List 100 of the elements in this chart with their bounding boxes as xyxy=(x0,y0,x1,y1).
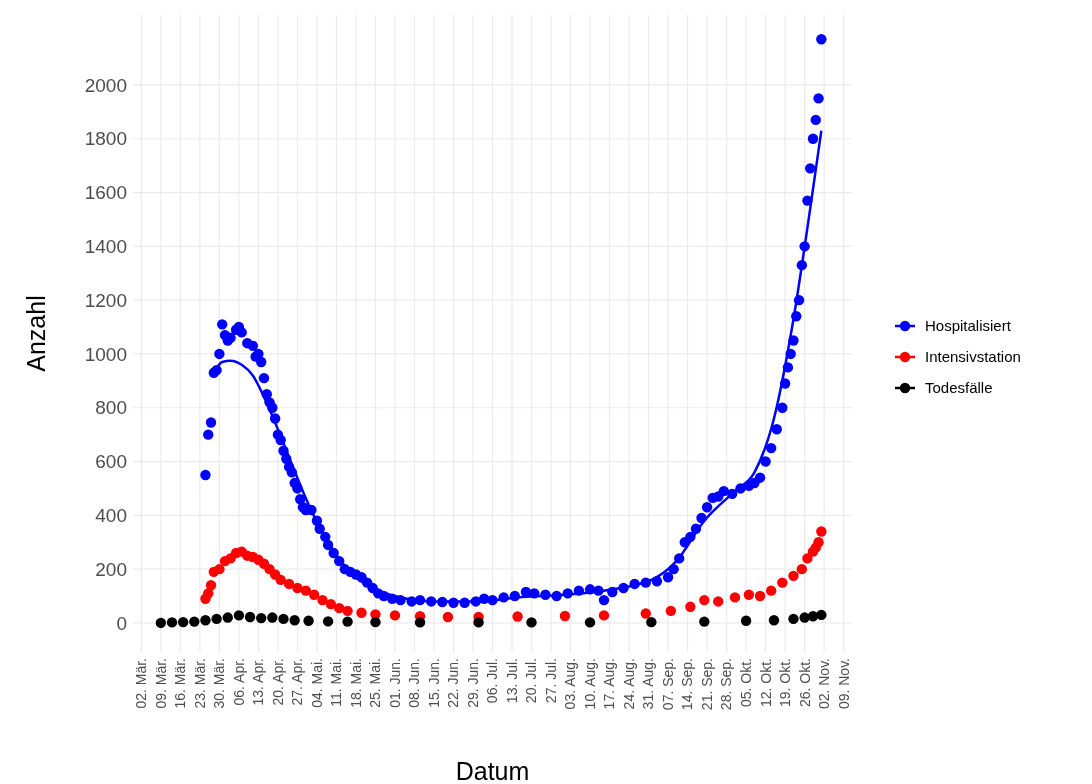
point xyxy=(685,601,696,613)
point xyxy=(334,602,345,614)
point xyxy=(356,607,367,618)
point xyxy=(813,537,824,548)
point xyxy=(526,617,537,628)
point xyxy=(389,610,401,621)
point xyxy=(729,592,741,603)
x-tick-label: 30. Mär. xyxy=(211,658,228,709)
point xyxy=(788,570,799,582)
x-tick-label: 09. Mär. xyxy=(152,658,169,709)
point xyxy=(275,574,286,586)
x-tick-label: 16. Mär. xyxy=(172,658,189,709)
x-tick-label: 01. Jun. xyxy=(386,658,403,708)
x-tick-label: 02. Nov. xyxy=(816,658,833,710)
point xyxy=(646,616,657,628)
point xyxy=(713,596,724,607)
point xyxy=(598,610,610,621)
x-tick-label: 13. Apr. xyxy=(250,658,267,706)
point xyxy=(640,608,651,619)
point xyxy=(559,610,571,622)
y-tick-label: 1600 xyxy=(84,182,127,204)
point xyxy=(189,616,200,627)
point xyxy=(303,615,314,626)
x-tick-label: 31. Aug. xyxy=(640,658,657,710)
point xyxy=(743,589,755,600)
x-tick-label: 13. Jul. xyxy=(503,658,520,704)
x-tick-label: 07. Sep. xyxy=(659,658,676,711)
point xyxy=(370,616,381,628)
y-axis-title: Anzahl xyxy=(22,295,50,372)
y-tick-label: 0 xyxy=(116,612,127,634)
legend-label: Todesfälle xyxy=(925,379,993,397)
point xyxy=(796,563,808,575)
point xyxy=(777,577,788,588)
point xyxy=(442,611,454,623)
x-tick-label: 15. Jun. xyxy=(425,658,442,708)
point xyxy=(283,578,295,590)
point xyxy=(765,585,777,596)
x-tick-label: 27. Jul. xyxy=(542,658,559,704)
point xyxy=(166,617,178,628)
x-tick-label: 11. Mai. xyxy=(328,658,345,707)
x-tick-label: 24. Aug. xyxy=(620,658,637,710)
x-tick-label: 25. Mai. xyxy=(367,658,384,708)
y-tick-label: 1400 xyxy=(84,235,127,257)
point xyxy=(699,616,710,627)
x-tick-label: 10. Aug. xyxy=(581,658,598,710)
x-tick-label: 06. Apr. xyxy=(230,658,247,706)
x-tick-label: 18. Mai. xyxy=(347,658,364,708)
point xyxy=(267,612,278,623)
x-tick-label: 22. Jun. xyxy=(445,658,462,708)
point xyxy=(414,617,426,628)
point xyxy=(325,598,337,610)
point xyxy=(512,611,523,622)
point xyxy=(342,605,353,617)
point xyxy=(802,553,813,564)
x-tick-label: 27. Apr. xyxy=(289,658,306,706)
y-tick-label: 1200 xyxy=(84,289,127,311)
point xyxy=(233,610,245,621)
point xyxy=(300,585,311,596)
legend-label: Intensivstation xyxy=(925,348,1021,366)
x-tick-label: 12. Okt. xyxy=(757,658,774,708)
y-tick-label: 1800 xyxy=(84,128,127,150)
point xyxy=(292,582,303,594)
point xyxy=(584,617,596,628)
x-tick-label: 14. Sep. xyxy=(679,658,696,711)
point xyxy=(740,615,752,626)
point xyxy=(214,563,225,575)
y-tick-label: 400 xyxy=(95,505,127,526)
point xyxy=(278,613,289,625)
x-tick-label: 08. Jun. xyxy=(406,658,423,708)
point xyxy=(788,613,799,625)
point xyxy=(177,616,189,628)
x-tick-label: 19. Okt. xyxy=(777,658,794,708)
point xyxy=(222,612,233,623)
x-tick-label: 29. Jun. xyxy=(464,658,481,708)
point xyxy=(665,605,677,617)
point xyxy=(255,612,267,624)
point xyxy=(308,589,320,600)
point xyxy=(699,594,710,606)
x-tick-label: 09. Nov. xyxy=(835,658,852,710)
y-tick-label: 2000 xyxy=(84,74,127,96)
y-tick-label: 1000 xyxy=(84,343,127,365)
point xyxy=(473,617,484,628)
point xyxy=(768,615,780,626)
x-tick-label: 20. Jul. xyxy=(523,658,540,704)
point xyxy=(816,609,827,621)
point xyxy=(317,594,328,606)
x-tick-label: 05. Okt. xyxy=(738,658,754,708)
point xyxy=(754,590,766,602)
x-tick-label: 06. Jul. xyxy=(484,658,501,704)
point xyxy=(322,616,334,627)
x-tick-label: 23. Mär. xyxy=(191,658,208,709)
point xyxy=(205,580,217,591)
x-tick-label: 26. Okt. xyxy=(796,658,813,708)
point xyxy=(816,526,827,537)
y-tick-label: 200 xyxy=(95,558,127,580)
y-tick-label: 800 xyxy=(95,397,127,419)
point xyxy=(211,613,222,625)
x-tick-label: 21. Sep. xyxy=(698,658,715,711)
point xyxy=(200,615,211,626)
point xyxy=(244,611,256,623)
